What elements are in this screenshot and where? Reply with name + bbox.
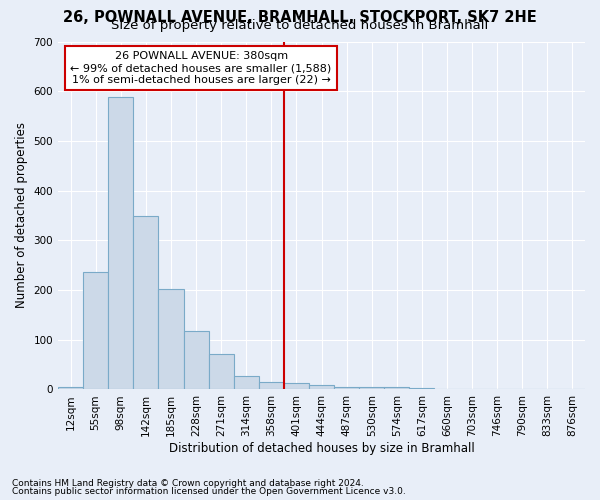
Y-axis label: Number of detached properties: Number of detached properties — [15, 122, 28, 308]
Bar — [284, 383, 309, 390]
Bar — [133, 216, 158, 390]
Bar — [58, 387, 83, 390]
Bar — [83, 272, 108, 390]
Bar — [259, 382, 284, 390]
Text: Contains HM Land Registry data © Crown copyright and database right 2024.: Contains HM Land Registry data © Crown c… — [12, 478, 364, 488]
Bar — [334, 387, 359, 390]
Text: Contains public sector information licensed under the Open Government Licence v3: Contains public sector information licen… — [12, 487, 406, 496]
Bar — [209, 354, 233, 390]
Bar — [158, 289, 184, 390]
Bar — [409, 388, 434, 390]
Text: Size of property relative to detached houses in Bramhall: Size of property relative to detached ho… — [112, 18, 488, 32]
Bar — [359, 388, 384, 390]
Text: 26 POWNALL AVENUE: 380sqm
← 99% of detached houses are smaller (1,588)
1% of sem: 26 POWNALL AVENUE: 380sqm ← 99% of detac… — [70, 52, 332, 84]
Bar — [384, 388, 409, 390]
Bar — [108, 97, 133, 390]
Bar — [233, 376, 259, 390]
Bar — [309, 386, 334, 390]
Bar — [184, 331, 209, 390]
Text: 26, POWNALL AVENUE, BRAMHALL, STOCKPORT, SK7 2HE: 26, POWNALL AVENUE, BRAMHALL, STOCKPORT,… — [63, 10, 537, 25]
X-axis label: Distribution of detached houses by size in Bramhall: Distribution of detached houses by size … — [169, 442, 475, 455]
